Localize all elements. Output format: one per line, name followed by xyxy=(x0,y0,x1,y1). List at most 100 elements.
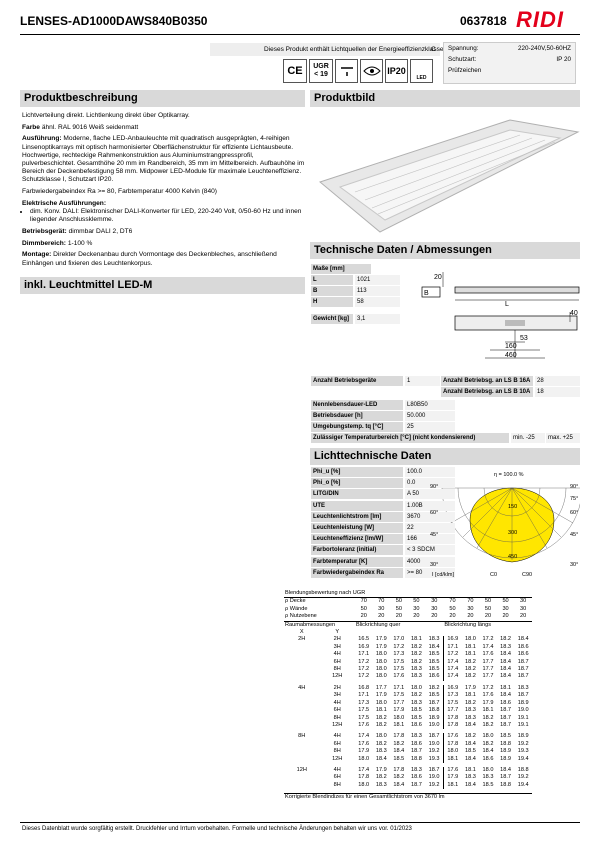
ugr-cell: 18.7 xyxy=(500,714,511,721)
ugr-cell: 18.2 xyxy=(464,666,476,673)
ugr-cell: 17.1 xyxy=(358,651,370,658)
ugr-cell: 18.6 xyxy=(410,721,422,728)
ugr-cell: 18.4 xyxy=(500,673,511,680)
ip: IP20 xyxy=(387,66,406,76)
ugr-row: Blendungsbewertung nach UGR xyxy=(284,590,532,599)
ugr-cell: 18.6 xyxy=(517,651,529,658)
ugr-cell xyxy=(284,741,319,748)
section-title: Lichttechnische Daten xyxy=(310,448,580,465)
ugr-cell xyxy=(284,700,319,707)
op-label: Anzahl Betriebsg. an LS B 10A xyxy=(441,387,533,397)
ugr-cell: 50 xyxy=(484,598,492,605)
ugr-cell: 30 xyxy=(520,598,527,605)
life-value: max. +25 xyxy=(546,433,580,443)
polar-label: 30° xyxy=(570,562,579,568)
ugr-cell: 18.7 xyxy=(428,766,440,773)
ugr-cell: 18.3 xyxy=(464,714,476,721)
life-value: 25 xyxy=(405,422,455,432)
ugr-row: 8H 17.9 18.3 18.4 18.7 19.2 18.0 18.5 18.4 18.9 19… xyxy=(284,748,532,756)
ugr-cell: 18.5 xyxy=(410,707,422,714)
ugr-cell: 18.2 xyxy=(393,740,405,747)
ugr-cell: 18.4 xyxy=(500,651,511,658)
ugr-row: 4H 17.3 18.0 17.7 18.3 18.7 17.5 18.2 17.9 18.6 18… xyxy=(284,699,532,708)
ugr-cell: 17.4 xyxy=(358,733,370,740)
ugr-cell: 18.2 xyxy=(464,673,476,680)
ugr-cell: 30 xyxy=(431,598,438,605)
ugr-cell: 50 xyxy=(395,605,402,612)
ugr-cell: 18.9 xyxy=(428,714,440,721)
ugr-cell: 4H xyxy=(333,766,341,773)
ugr-cell: 18.5 xyxy=(500,733,511,740)
ugr-cell: 18.7 xyxy=(410,748,422,755)
photo-label: Leuchtenlichtstrom [lm] xyxy=(311,511,403,522)
photo-value: 22 xyxy=(405,523,455,533)
ugr-cell: Blickrichtung quer xyxy=(354,620,444,630)
ugr-cell: 18.2 xyxy=(428,684,440,691)
ugr-cell: 8H xyxy=(333,714,341,721)
ugr-row: 12H 18.0 18.4 18.5 18.8 19.3 18.1 18.4 18.6 18.9 1… xyxy=(284,755,532,763)
ugr-cell: 17.9 xyxy=(375,636,387,643)
photo-value: >= 80 xyxy=(405,567,455,578)
specs-box: Spannung: 220-240V,50-60HZ Schutzart: IP 20… xyxy=(443,42,576,84)
photo-value: 166 xyxy=(405,534,455,545)
ugr-cell: 17.9 xyxy=(375,692,387,699)
text: 1-100 % xyxy=(67,239,93,247)
ugr-cell: 18.3 xyxy=(482,774,494,781)
ugr-cell: 16.8 xyxy=(358,684,370,691)
ugr-cell: 17.8 xyxy=(358,774,370,781)
ugr-cell: 17.1 xyxy=(358,692,370,699)
photo-label: Leuchteneffizienz [lm/W] xyxy=(311,534,403,545)
ugr-cell: 70 xyxy=(449,598,456,605)
ugr-cell: 17.5 xyxy=(442,699,462,708)
bullet: dim. Konv. DALI: Elektronischer DALI-Kon… xyxy=(30,208,305,224)
ugr-cell: 17.9 xyxy=(482,699,494,706)
ugr-cell: 18.5 xyxy=(428,692,440,699)
dimension-label: 160 xyxy=(505,343,517,350)
ugr-cell: 6H xyxy=(333,658,341,665)
ugr-cell: 18.4 xyxy=(500,658,511,665)
ugr-cell: 8H xyxy=(333,748,341,755)
ugr-cell: 18.0 xyxy=(358,755,370,762)
polar-label: 45° xyxy=(430,532,439,538)
ugr-cell: 18.4 xyxy=(500,666,511,673)
ugr-row: ρ Wände 50 30 50 30 30 50 30 50 30 30 xyxy=(284,606,532,613)
ugr-cell: 17.9 xyxy=(442,774,462,782)
ugr-cell: 20 xyxy=(484,613,492,620)
ugr-cell: 17.0 xyxy=(393,636,405,643)
ugr-cell: 19.4 xyxy=(517,781,529,788)
ugr-cell: 18.7 xyxy=(500,721,511,728)
polar-label: 60° xyxy=(430,510,439,516)
ugr-cell: 18.2 xyxy=(410,658,422,665)
spec-label: Spannung: xyxy=(448,45,479,52)
ugr-cell: 19.1 xyxy=(517,714,529,721)
ugr-cell: 18.0 xyxy=(442,748,462,756)
ugr-cell: 19.3 xyxy=(517,748,529,755)
ugr-cell: 12H xyxy=(332,721,343,728)
polar-label: I [cd/klm] xyxy=(432,572,455,578)
ugr-cell: 18.3 xyxy=(410,666,422,673)
ugr-cell: 19.2 xyxy=(517,774,529,781)
ugr-cell: 18.0 xyxy=(358,781,370,788)
life-label: Zulässiger Temperaturbereich [°C] (nicht… xyxy=(311,433,509,443)
ugr-cell: 18.4 xyxy=(464,755,476,762)
label: Ausführung: xyxy=(22,135,62,143)
ugr-cell: 70 xyxy=(467,598,474,605)
photo-label: Phi_u [%] xyxy=(311,467,403,477)
ugr-cell: 17.6 xyxy=(393,673,405,680)
ugr-cell xyxy=(284,722,319,729)
ugr-cell: 18.7 xyxy=(428,733,440,740)
section-title: Technische Daten / Abmessungen xyxy=(310,242,580,259)
dimension-label: B xyxy=(424,290,429,297)
ugr-cell xyxy=(284,756,319,763)
ugr-cell: 19.0 xyxy=(428,721,440,728)
ugr-cell: 70 xyxy=(378,598,385,605)
ugr-cell: 18.3 xyxy=(375,781,387,788)
ugr-cell: 18.2 xyxy=(410,651,422,658)
ugr-cell: 2H xyxy=(333,684,341,691)
ugr-cell: 17.5 xyxy=(393,658,405,665)
op-value: 28 xyxy=(535,376,580,386)
ugr-cell: 18.8 xyxy=(500,781,511,788)
paragraph: Ausführung: Moderne, flache LED-Anbauleu… xyxy=(22,135,305,184)
ugr-row: Korrigierte Blendindizes für einen Gesam… xyxy=(284,793,532,802)
